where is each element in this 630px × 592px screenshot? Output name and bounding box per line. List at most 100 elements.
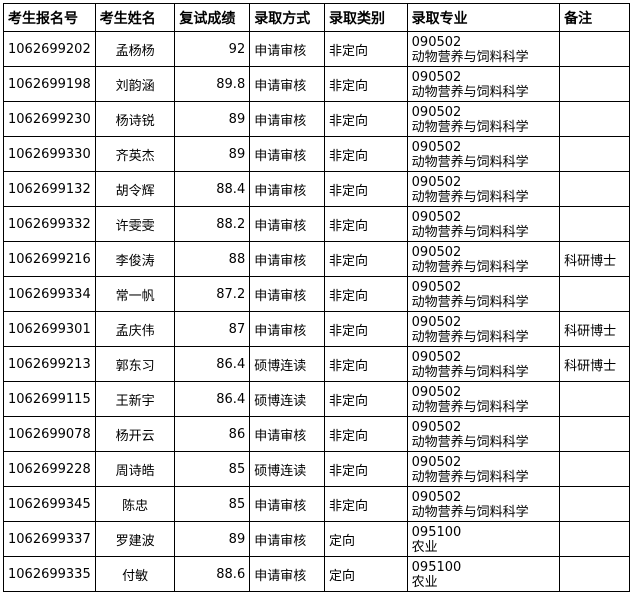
type-cell: 非定向	[324, 136, 408, 172]
note-cell	[559, 521, 630, 557]
table-row: 1062699345 陈忠 85 申请审核 非定向 090502 动物营养与饲料科学	[3, 486, 630, 522]
major-name: 动物营养与饲料科学	[411, 364, 529, 380]
name-cell: 孟杨杨	[94, 31, 176, 67]
method-cell: 申请审核	[249, 311, 326, 347]
method-cell: 申请审核	[249, 206, 326, 242]
type-cell: 定向	[324, 556, 408, 592]
column-header: 备注	[559, 3, 630, 32]
major-code: 090502	[411, 139, 462, 155]
type-cell: 非定向	[324, 171, 408, 207]
major-name: 农业	[411, 539, 438, 555]
method-cell: 硕博连读	[249, 451, 326, 487]
table-row: 1062699301 孟庆伟 87 申请审核 非定向 090502 动物营养与饲料科学 科研博…	[3, 311, 630, 347]
note-cell	[559, 556, 630, 592]
note-cell	[559, 416, 630, 452]
major-code: 095100	[411, 524, 462, 540]
major-name: 动物营养与饲料科学	[411, 154, 529, 170]
major-cell: 090502 动物营养与饲料科学	[406, 416, 561, 452]
major-cell: 090502 动物营养与饲料科学	[406, 241, 561, 277]
note-cell	[559, 171, 630, 207]
major-cell: 090502 动物营养与饲料科学	[406, 311, 561, 347]
column-header: 录取专业	[406, 3, 561, 32]
candidate-id-cell: 1062699335	[3, 556, 96, 592]
name-cell: 周诗皓	[94, 451, 176, 487]
type-cell: 非定向	[324, 66, 408, 102]
score-cell: 85	[174, 486, 251, 522]
major-cell: 095100 农业	[406, 521, 561, 557]
major-cell: 090502 动物营养与饲料科学	[406, 381, 561, 417]
note-cell	[559, 101, 630, 137]
method-cell: 申请审核	[249, 521, 326, 557]
major-cell: 090502 动物营养与饲料科学	[406, 206, 561, 242]
method-cell: 申请审核	[249, 136, 326, 172]
name-cell: 王新宇	[94, 381, 176, 417]
major-cell: 090502 动物营养与饲料科学	[406, 66, 561, 102]
note-cell	[559, 451, 630, 487]
table-row: 1062699332 许雯雯 88.2 申请审核 非定向 090502 动物营养与饲料科学	[3, 206, 630, 242]
candidate-id-cell: 1062699213	[3, 346, 96, 382]
type-cell: 非定向	[324, 381, 408, 417]
name-cell: 李俊涛	[94, 241, 176, 277]
note-cell	[559, 381, 630, 417]
name-cell: 付敏	[94, 556, 176, 592]
major-cell: 090502 动物营养与饲料科学	[406, 101, 561, 137]
major-name: 动物营养与饲料科学	[411, 189, 529, 205]
column-header: 考生报名号	[3, 3, 96, 32]
note-cell: 科研博士	[559, 346, 630, 382]
major-cell: 095100 农业	[406, 556, 561, 592]
type-cell: 定向	[324, 521, 408, 557]
score-cell: 86.4	[174, 381, 251, 417]
major-name: 动物营养与饲料科学	[411, 49, 529, 65]
method-cell: 硕博连读	[249, 381, 326, 417]
type-cell: 非定向	[324, 276, 408, 312]
type-cell: 非定向	[324, 486, 408, 522]
candidate-id-cell: 1062699202	[3, 31, 96, 67]
score-cell: 89	[174, 521, 251, 557]
table-row: 1062699198 刘韵涵 89.8 申请审核 非定向 090502 动物营养与饲料科学	[3, 66, 630, 102]
score-cell: 89	[174, 101, 251, 137]
table-row: 1062699230 杨诗锐 89 申请审核 非定向 090502 动物营养与饲料科学	[3, 101, 630, 137]
name-cell: 孟庆伟	[94, 311, 176, 347]
major-code: 090502	[411, 34, 462, 50]
table-row: 1062699330 齐英杰 89 申请审核 非定向 090502 动物营养与饲料科学	[3, 136, 630, 172]
column-header: 考生姓名	[94, 3, 176, 32]
score-cell: 89	[174, 136, 251, 172]
major-code: 090502	[411, 384, 462, 400]
table-body: 1062699202 孟杨杨 92 申请审核 非定向 090502 动物营养与饲料科学 106…	[3, 31, 630, 592]
major-code: 090502	[411, 454, 462, 470]
major-code: 090502	[411, 419, 462, 435]
major-name: 动物营养与饲料科学	[411, 469, 529, 485]
major-name: 动物营养与饲料科学	[411, 329, 529, 345]
major-code: 090502	[411, 314, 462, 330]
name-cell: 齐英杰	[94, 136, 176, 172]
name-cell: 陈忠	[94, 486, 176, 522]
score-cell: 88.4	[174, 171, 251, 207]
score-cell: 92	[174, 31, 251, 67]
major-code: 090502	[411, 279, 462, 295]
name-cell: 杨诗锐	[94, 101, 176, 137]
name-cell: 郭东习	[94, 346, 176, 382]
major-name: 动物营养与饲料科学	[411, 119, 529, 135]
method-cell: 申请审核	[249, 276, 326, 312]
table-row: 1062699078 杨开云 86 申请审核 非定向 090502 动物营养与饲料科学	[3, 416, 630, 452]
name-cell: 杨开云	[94, 416, 176, 452]
table-row: 1062699213 郭东习 86.4 硕博连读 非定向 090502 动物营养与饲料科学科…	[3, 346, 630, 382]
note-cell	[559, 276, 630, 312]
method-cell: 申请审核	[249, 101, 326, 137]
table-row: 1062699115 王新宇 86.4 硕博连读 非定向 090502 动物营养与饲料科学	[3, 381, 630, 417]
candidate-id-cell: 1062699334	[3, 276, 96, 312]
name-cell: 胡令辉	[94, 171, 176, 207]
major-name: 动物营养与饲料科学	[411, 504, 529, 520]
score-cell: 88.6	[174, 556, 251, 592]
candidate-id-cell: 1062699078	[3, 416, 96, 452]
note-cell	[559, 31, 630, 67]
note-cell	[559, 136, 630, 172]
name-cell: 刘韵涵	[94, 66, 176, 102]
type-cell: 非定向	[324, 346, 408, 382]
header-row: 考生报名号 考生姓名 复试成绩 录取方式 录取类别 录取专业 备注	[3, 3, 630, 32]
candidate-id-cell: 1062699216	[3, 241, 96, 277]
major-name: 动物营养与饲料科学	[411, 434, 529, 450]
type-cell: 非定向	[324, 451, 408, 487]
type-cell: 非定向	[324, 311, 408, 347]
major-name: 动物营养与饲料科学	[411, 294, 529, 310]
